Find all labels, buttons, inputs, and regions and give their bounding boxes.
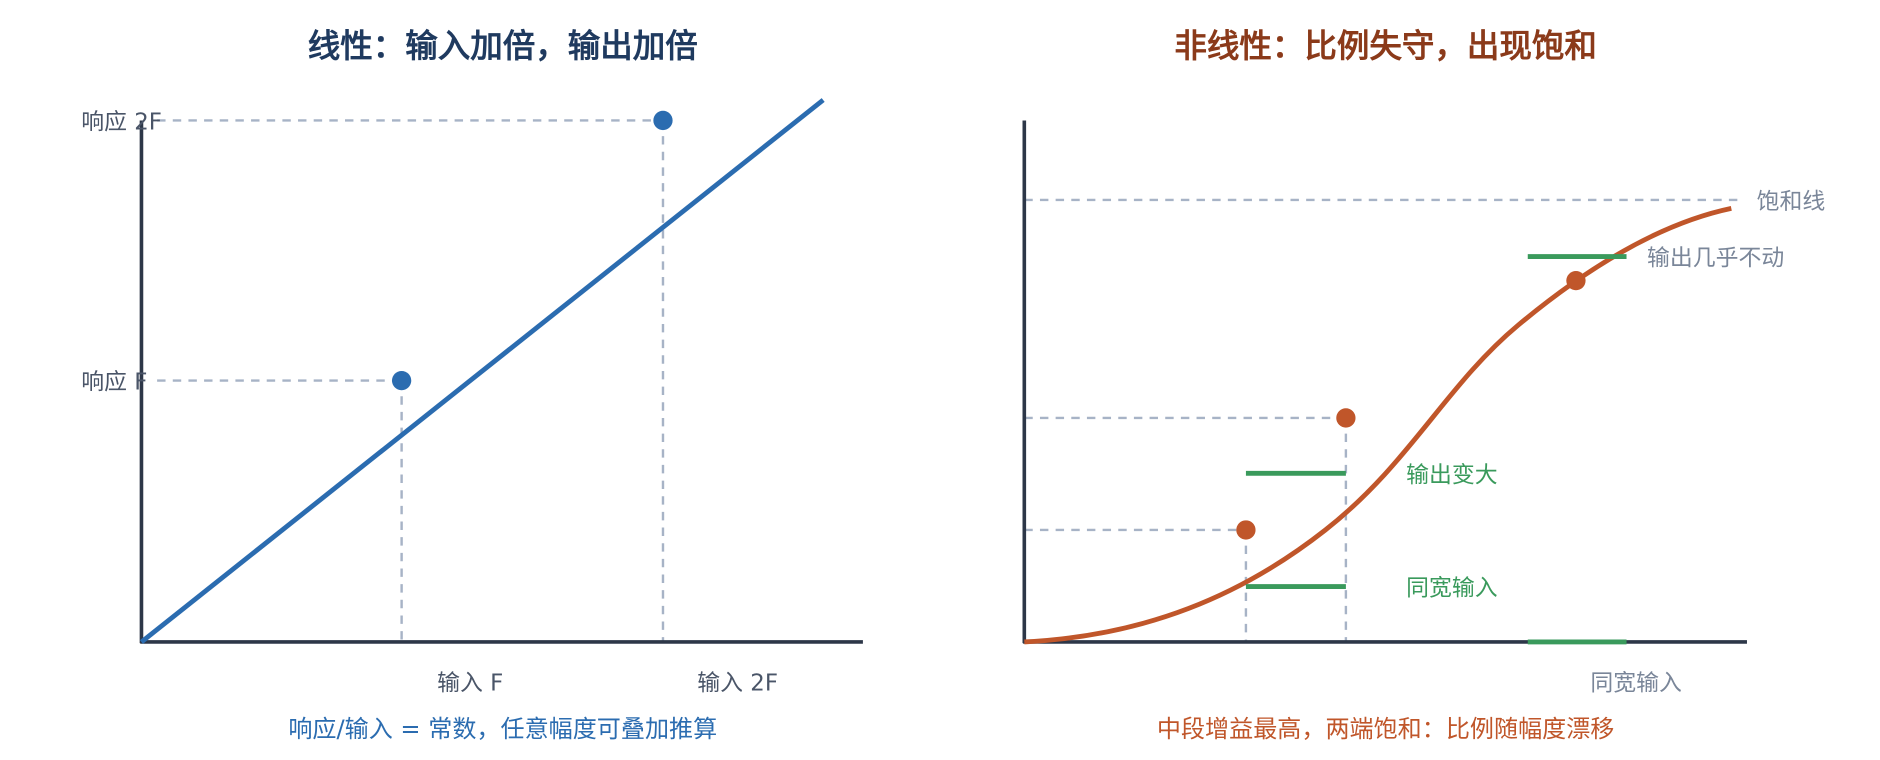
- point: [1566, 270, 1586, 291]
- saturation-curve: [1024, 206, 1732, 645]
- saturation-label: 饱和线: [1757, 189, 1826, 215]
- nonlinear-panel: 非线性：比例失守，出现饱和 饱和线 输出几乎不动 输出变大 同宽输入 同宽输入 …: [1022, 27, 1826, 743]
- annotation: 同宽输入: [1406, 575, 1498, 601]
- y-label: 响应 F: [81, 370, 147, 396]
- x-label: 输入 F: [437, 671, 503, 697]
- panel-title: 非线性：比例失守，出现饱和: [1174, 27, 1597, 65]
- annotation: 输出几乎不动: [1647, 245, 1784, 271]
- caption: 中段增益最高，两端饱和：比例随幅度漂移: [1157, 715, 1614, 743]
- y-label: 响应 2F: [81, 109, 162, 135]
- annotation: 输出变大: [1406, 462, 1498, 488]
- point: [1236, 520, 1256, 540]
- point: [653, 110, 673, 131]
- linear-panel: 线性：输入加倍，输出加倍 响应 2F 响应 F 输入 F 输入 2F 响应/输入…: [81, 27, 863, 743]
- panel-title: 线性：输入加倍，输出加倍: [308, 27, 698, 65]
- x-label: 输入 2F: [697, 671, 778, 697]
- annotation: 同宽输入: [1590, 671, 1682, 697]
- point: [391, 370, 412, 391]
- linear-line: [139, 98, 825, 644]
- point: [1336, 408, 1356, 428]
- caption: 响应/输入 = 常数，任意幅度可叠加推算: [288, 715, 717, 743]
